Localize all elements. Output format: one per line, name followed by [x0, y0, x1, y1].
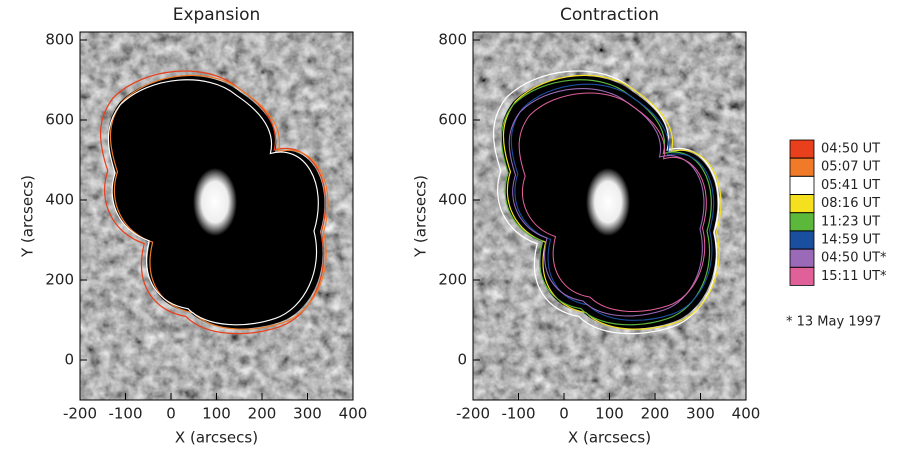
legend-label: 05:07 UT	[821, 160, 880, 175]
legend-swatch	[789, 248, 815, 268]
x-tick-label: 100	[202, 405, 231, 423]
legend-swatch	[789, 266, 815, 286]
chart-title: Contraction	[560, 5, 659, 25]
contour	[107, 79, 319, 326]
legend-label: 14:59 UT	[821, 233, 880, 248]
y-tick-label: 200	[45, 271, 74, 289]
y-tick-label: 0	[64, 351, 74, 369]
image	[473, 32, 746, 400]
x-tick-label: -100	[108, 405, 142, 423]
x-tick-label: 0	[559, 405, 569, 423]
x-tick-label: 400	[339, 405, 368, 423]
y-tick-label: 600	[45, 111, 74, 129]
x-tick-label: 300	[293, 405, 322, 423]
contour	[109, 74, 329, 330]
legend-label: 04:50 UT	[821, 142, 880, 157]
legend-label: 15:11 UT*	[821, 269, 887, 284]
legend-swatch	[789, 139, 815, 159]
legend-swatch	[789, 157, 815, 177]
y-axis-label: Y (arcsecs)	[412, 175, 430, 258]
legend-label: 08:16 UT	[821, 196, 880, 211]
legend-swatch	[789, 175, 815, 195]
contour	[502, 74, 722, 330]
y-tick-label: 600	[438, 111, 467, 129]
y-tick-label: 400	[438, 191, 467, 209]
y-axis-label: Y (arcsecs)	[19, 175, 37, 258]
x-tick-label: -200	[456, 405, 490, 423]
x-tick-label: 0	[166, 405, 176, 423]
legend-label: 04:50 UT*	[821, 251, 887, 266]
x-tick-label: 300	[686, 405, 715, 423]
y-tick-label: 0	[457, 351, 467, 369]
y-tick-label: 200	[438, 271, 467, 289]
legend-label: 11:23 UT	[821, 214, 880, 229]
contour	[510, 83, 715, 321]
legend-label: 05:41 UT	[821, 178, 880, 193]
bright-core	[193, 168, 237, 236]
region	[99, 70, 329, 335]
y-tick-label: 400	[45, 191, 74, 209]
x-tick-label: -200	[63, 405, 97, 423]
image	[80, 32, 353, 400]
x-axis-label: X (arcsecs)	[568, 429, 651, 447]
x-tick-label: 200	[641, 405, 670, 423]
x-axis-label: X (arcsecs)	[175, 429, 258, 447]
legend-swatch	[789, 194, 815, 214]
region	[492, 70, 722, 335]
x-tick-label: 400	[732, 405, 761, 423]
legend-swatch	[789, 212, 815, 232]
legend-swatch	[789, 230, 815, 250]
legend-note: * 13 May 1997	[786, 315, 881, 330]
contour	[518, 92, 707, 312]
x-tick-label: -100	[501, 405, 535, 423]
x-tick-label: 100	[595, 405, 624, 423]
bright-core	[586, 168, 630, 236]
y-tick-label: 800	[438, 31, 467, 49]
y-tick-label: 800	[45, 31, 74, 49]
x-tick-label: 200	[248, 405, 277, 423]
chart-title: Expansion	[173, 5, 261, 25]
